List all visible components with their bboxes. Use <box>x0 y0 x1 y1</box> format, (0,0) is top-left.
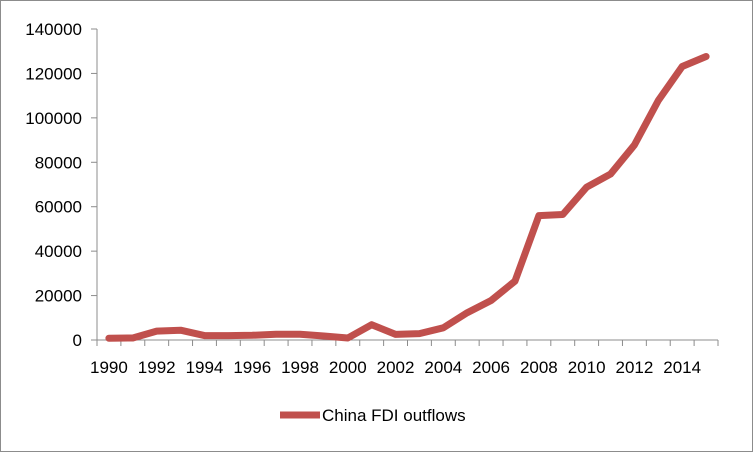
y-tick-label: 60000 <box>35 198 82 217</box>
x-tick-label: 2004 <box>424 358 462 377</box>
x-tick-label: 2014 <box>663 358 701 377</box>
y-tick-label: 40000 <box>35 242 82 261</box>
y-axis-ticks: 0 20000 40000 60000 80000 100000 120000 140000 <box>25 20 97 350</box>
x-tick-label: 2006 <box>472 358 510 377</box>
axes <box>96 29 718 341</box>
x-tick-label: 2012 <box>615 358 653 377</box>
x-tick-label: 1996 <box>233 358 271 377</box>
y-tick-label: 80000 <box>35 153 82 172</box>
x-tick-label: 2008 <box>520 358 558 377</box>
x-tick-label: 1992 <box>138 358 176 377</box>
x-tick-label: 1998 <box>281 358 319 377</box>
x-axis-ticks: 1990 1992 1994 1996 1998 2000 2002 2004 2006 2008… <box>90 340 719 377</box>
x-tick-label: 1990 <box>90 358 128 377</box>
y-tick-label: 0 <box>73 331 82 350</box>
y-tick-label: 140000 <box>25 20 82 39</box>
x-tick-label: 1994 <box>186 358 224 377</box>
x-tick-label: 2000 <box>329 358 367 377</box>
legend: China FDI outflows <box>280 406 466 425</box>
y-tick-label: 20000 <box>35 287 82 306</box>
y-tick-label: 100000 <box>25 109 82 128</box>
x-tick-label: 2002 <box>377 358 415 377</box>
x-tick-label: 2010 <box>568 358 606 377</box>
series-layer <box>105 53 710 342</box>
y-tick-label: 120000 <box>25 64 82 83</box>
series-line-china-fdi-outflows <box>105 53 710 342</box>
legend-label-china-fdi-outflows: China FDI outflows <box>322 406 466 425</box>
